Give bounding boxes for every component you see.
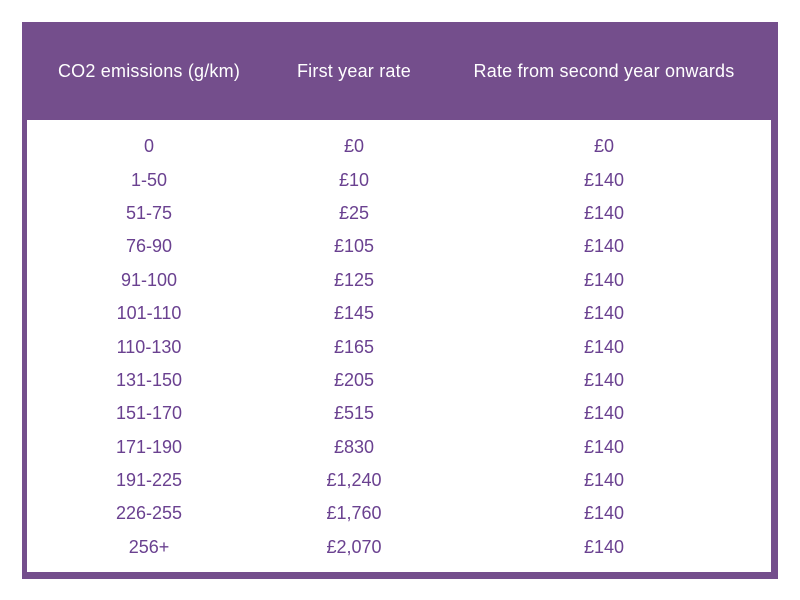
table-cell: 131-150: [115, 369, 183, 390]
table-row: 131-150 £205 £140: [27, 364, 771, 397]
table-cell: £105: [333, 236, 375, 257]
vehicle-tax-rates-table: CO2 emissions (g/km) First year rate Rat…: [22, 22, 778, 579]
column-header-second-year-rate: Rate from second year onwards: [473, 60, 735, 81]
table-cell: £145: [333, 303, 375, 324]
table-cell: £140: [583, 169, 625, 190]
table-row: 91-100 £125 £140: [27, 264, 771, 297]
table-cell: 91-100: [120, 269, 178, 290]
column-header-co2-emissions: CO2 emissions (g/km): [57, 60, 241, 81]
table-cell: £515: [333, 403, 375, 424]
table-row: 51-75 £25 £140: [27, 197, 771, 230]
table-cell: £140: [583, 503, 625, 524]
table-cell: 1-50: [130, 169, 168, 190]
table-cell: £140: [583, 369, 625, 390]
table-row: 151-170 £515 £140: [27, 397, 771, 430]
table-cell: £1,240: [326, 470, 382, 491]
table-cell: £140: [583, 336, 625, 357]
table-row: 1-50 £10 £140: [27, 163, 771, 196]
table-cell: £10: [338, 169, 370, 190]
table-cell: £140: [583, 269, 625, 290]
table-cell: 256+: [128, 536, 170, 557]
table-cell: £25: [338, 202, 370, 223]
table-cell: £140: [583, 436, 625, 457]
table-cell: 151-170: [115, 403, 183, 424]
table-cell: £125: [333, 269, 375, 290]
table-cell: £165: [333, 336, 375, 357]
table-cell: £2,070: [326, 536, 382, 557]
table-cell: £140: [583, 403, 625, 424]
table-cell: 191-225: [115, 470, 183, 491]
table-row: 191-225 £1,240 £140: [27, 464, 771, 497]
table-row: 0 £0 £0: [27, 130, 771, 163]
table-cell: £140: [583, 202, 625, 223]
table-row: 110-130 £165 £140: [27, 330, 771, 363]
table-cell: 226-255: [115, 503, 183, 524]
table-cell: £830: [333, 436, 375, 457]
table-cell: 171-190: [115, 436, 183, 457]
table-cell: £140: [583, 470, 625, 491]
table-row: 256+ £2,070 £140: [27, 531, 771, 564]
table-cell: £140: [583, 536, 625, 557]
table-cell: £205: [333, 369, 375, 390]
table-cell: £0: [343, 136, 365, 157]
table-header-row: CO2 emissions (g/km) First year rate Rat…: [27, 22, 771, 120]
table-cell: 101-110: [116, 303, 182, 324]
table-cell: 0: [143, 136, 154, 157]
table-row: 171-190 £830 £140: [27, 431, 771, 464]
table-row: 101-110 £145 £140: [27, 297, 771, 330]
table-cell: £140: [583, 303, 625, 324]
table-cell: 76-90: [125, 236, 173, 257]
table-cell: 51-75: [125, 202, 173, 223]
table-cell: £1,760: [326, 503, 382, 524]
table-row: 226-255 £1,760 £140: [27, 497, 771, 530]
table-cell: £0: [593, 136, 615, 157]
table-row: 76-90 £105 £140: [27, 230, 771, 263]
table-cell: 110-130: [116, 336, 182, 357]
table-cell: £140: [583, 236, 625, 257]
table-body: 0 £0 £0 1-50 £10 £140 51-75 £25 £140 76-90 £105 £14…: [27, 120, 771, 572]
column-header-first-year-rate: First year rate: [296, 60, 412, 81]
